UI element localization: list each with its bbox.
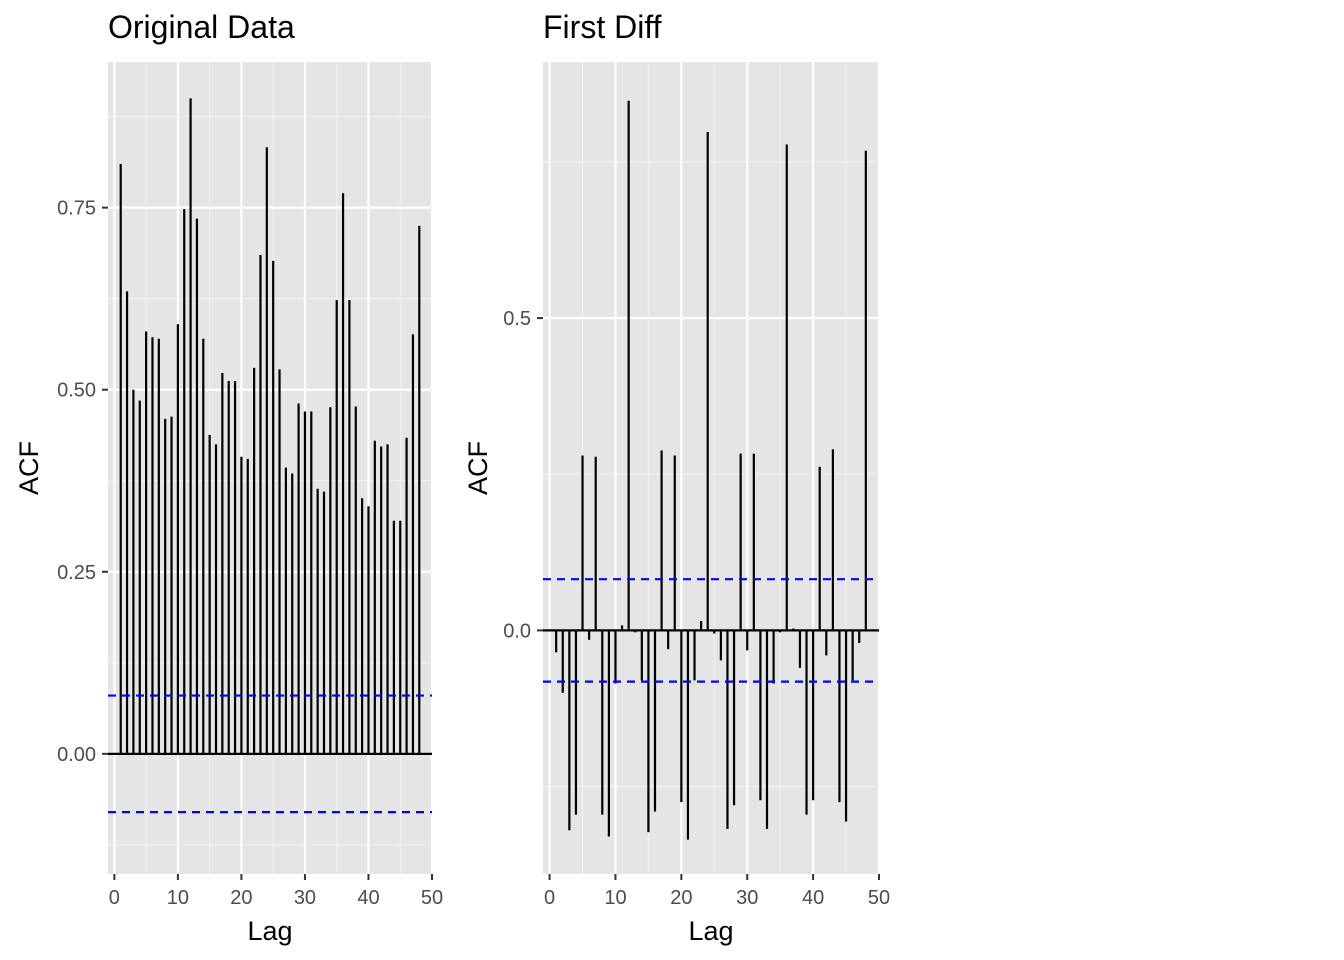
x-tick-label: 40 [802, 887, 824, 909]
x-tick-label: 20 [230, 887, 252, 909]
chart-title: Original Data [108, 9, 295, 45]
acf-panel-2: 0 10 20 30 40 50 0.0 0.5 First Diff Lag ACF [463, 9, 890, 946]
panel-background [543, 62, 879, 874]
y-axis-title: ACF [463, 441, 493, 495]
x-tick-label: 0 [544, 887, 555, 909]
panel-background [108, 62, 432, 874]
x-tick-label: 10 [604, 887, 626, 909]
y-tick-label: 0.0 [503, 620, 531, 642]
y-tick-label: 0.25 [57, 562, 96, 584]
x-axis-title: Lag [688, 916, 733, 946]
chart-title: First Diff [543, 9, 662, 45]
y-tick-label: 0.00 [57, 744, 96, 766]
x-tick-label: 30 [736, 887, 758, 909]
x-tick-label: 0 [109, 887, 120, 909]
x-tick-label: 50 [421, 887, 443, 909]
acf-panel-1: 0 10 20 30 40 50 0.00 0.25 0.50 0.75 Original Data… [14, 9, 443, 946]
y-tick-label: 0.5 [503, 308, 531, 330]
x-tick-label: 10 [167, 887, 189, 909]
x-tick-label: 30 [294, 887, 316, 909]
x-tick-label: 40 [357, 887, 379, 909]
x-tick-label: 20 [670, 887, 692, 909]
x-axis-title: Lag [247, 916, 292, 946]
y-axis-title: ACF [14, 441, 44, 495]
x-tick-label: 50 [868, 887, 890, 909]
y-tick-label: 0.75 [57, 198, 96, 220]
y-tick-label: 0.50 [57, 380, 96, 402]
